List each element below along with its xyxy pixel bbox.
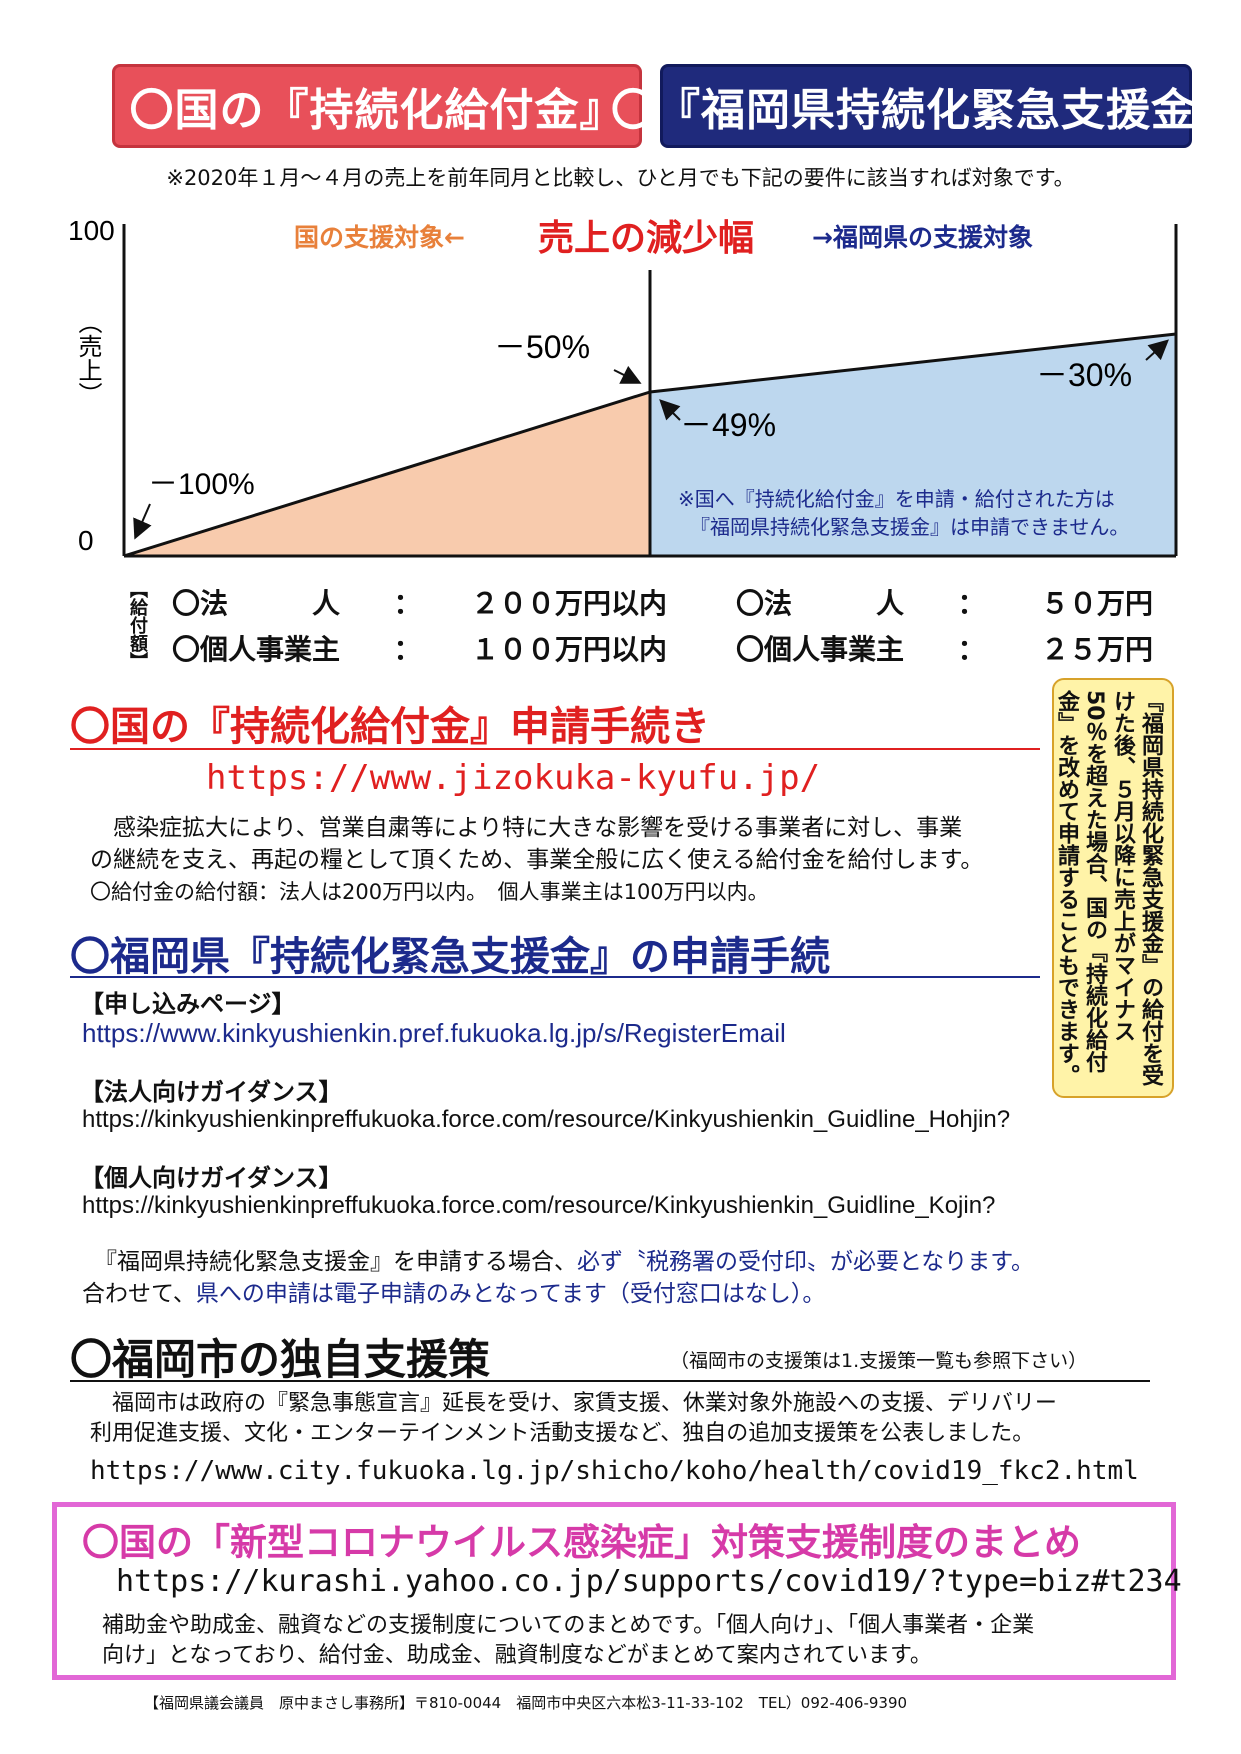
fukuoka-pref-section-rule	[70, 976, 1040, 978]
summary-desc-1: 補助金や助成金、融資などの支援制度についてのまとめです。「個人向け」、「個人事業…	[102, 1613, 1035, 1638]
fukuoka-city-section-title: 〇福岡市の独自支援策	[70, 1335, 491, 1384]
pref-note-2a: 合わせて、	[82, 1281, 196, 1307]
national-section-rule	[70, 748, 1040, 750]
summary-url-link[interactable]: https://kurashi.yahoo.co.jp/supports/cov…	[116, 1564, 1182, 1599]
arrow-minus-50	[613, 365, 642, 384]
corp-guidance-heading: 【法人向けガイダンス】	[80, 1078, 343, 1106]
grant-left-indiv-colon: ：	[393, 633, 422, 666]
national-desc-3: 〇給付金の給付額：法人は200万円以内。 個人事業主は100万円以内。	[90, 880, 769, 904]
city-desc-1: 福岡市は政府の『緊急事態宣言』延長を受け、家賃支援、休業対象外施設への支援、デリ…	[90, 1391, 1057, 1416]
arrow-minus-30	[1145, 339, 1169, 361]
grant-left-corp-label: 〇法 人	[172, 587, 341, 620]
summary-title: 〇国の「新型コロナウイルス感染症」対策支援制度のまとめ	[82, 1521, 1081, 1564]
grant-left-indiv-amount: １００万円以内	[471, 633, 668, 666]
city-desc-2: 利用促進支援、文化・エンターテインメント活動支援など、独自の追加支援策を公表しま…	[90, 1421, 1035, 1446]
national-url-link[interactable]: https://www.jizokuka-kyufu.jp/	[206, 758, 821, 798]
grant-right-corp-amount: ５０万円	[1041, 587, 1154, 620]
national-section-title: 〇国の『持続化給付金』申請手続き	[70, 704, 710, 750]
label-minus-49: －49%	[680, 407, 776, 443]
eligibility-note: ※2020年１月～４月の売上を前年同月と比較し、ひと月でも下記の要件に該当すれば…	[166, 166, 1075, 190]
grant-left-corp-amount: ２００万円以内	[471, 587, 668, 620]
national-line	[123, 390, 651, 558]
grant-left-corp: 〇法 人 ： ２００万円以内	[172, 582, 667, 622]
apply-page-link[interactable]: https://www.kinkyushienkin.pref.fukuoka.…	[82, 1018, 786, 1048]
corp-guidance-link[interactable]: https://kinkyushienkinpreffukuoka.force.…	[82, 1106, 1011, 1133]
pref-note-1a: 『福岡県持続化緊急支援金』を申請する場合、	[94, 1249, 577, 1275]
y-tick-100: 100	[68, 215, 115, 246]
pref-note-2b: 県への申請は電子申請のみとなってます（受付窓口はなし）。	[195, 1281, 826, 1307]
pref-note-1b: 必ず〝税務署の受付印〟が必要となります。	[577, 1249, 1035, 1275]
national-desc-2: の継続を支え、再起の糧として頂くため、事業全般に広く使える給付金を給付します。	[90, 847, 984, 873]
national-grant-title-box: 〇国の『持続化給付金』	[112, 64, 642, 148]
city-url-link[interactable]: https://www.city.fukuoka.lg.jp/shicho/ko…	[90, 1456, 1139, 1486]
footer-contact: 【福岡県議会議員 原中まさし事務所】〒810-0044 福岡市中央区六本松3-1…	[144, 1694, 908, 1712]
arrow-minus-100	[133, 503, 152, 540]
left-support-label: 国の支援対象←	[294, 223, 465, 252]
fukuoka-support-area	[650, 334, 1176, 556]
right-support-label: →福岡県の支援対象	[812, 223, 1033, 252]
grant-left-indiv: 〇個人事業主 ： １００万円以内	[172, 628, 667, 668]
grant-right-indiv-label: 〇個人事業主	[736, 633, 905, 666]
grant-left-corp-colon: ：	[393, 587, 422, 620]
y-tick-0: 0	[78, 525, 94, 556]
chart-inner-note-2: 『福岡県持続化緊急支援金』は申請できません。	[690, 515, 1129, 539]
label-minus-30: －30%	[1036, 357, 1132, 393]
y-axis-label-text: （売上）	[74, 310, 102, 406]
grant-right-indiv: 〇個人事業主 ： ２５万円	[736, 628, 1153, 668]
indiv-guidance-heading: 【個人向けガイダンス】	[80, 1164, 343, 1192]
grant-amount-side-label: 【給付額】	[127, 580, 148, 670]
reapply-side-note-text: 『福岡県持続化緊急支援金』の給付を受けた後、５月以降に売上がマイナス50％を超え…	[1054, 690, 1163, 1086]
grant-right-indiv-amount: ２５万円	[1041, 633, 1154, 666]
indiv-guidance-link[interactable]: https://kinkyushienkinpreffukuoka.force.…	[82, 1192, 996, 1219]
fukuoka-city-section-rule	[70, 1380, 1150, 1382]
summary-box	[52, 1502, 1176, 1680]
national-desc-1: 感染症拡大により、営業自粛等により特に大きな影響を受ける事業者に対し、事業	[90, 815, 963, 841]
pref-note-line-1: 『福岡県持続化緊急支援金』を申請する場合、必ず〝税務署の受付印〟が必要となります…	[94, 1246, 1034, 1278]
fukuoka-line	[649, 332, 1177, 394]
chart-inner-note-1: ※国へ『持続化給付金』を申請・給付された方は	[678, 487, 1115, 511]
fukuoka-pref-section-title: 〇福岡県『持続化緊急支援金』の申請手続	[70, 934, 830, 980]
chart-title: 売上の減少幅	[538, 218, 754, 259]
arrow-minus-49	[659, 399, 681, 421]
y-axis-label: （売上）	[74, 310, 102, 406]
grant-right-corp-colon: ：	[957, 587, 986, 620]
fukuoka-grant-title: 〇『福岡県持続化緊急支援金』	[611, 85, 1241, 136]
summary-desc-2: 向け」となっており、給付金、助成金、融資制度などがまとめて案内されています。	[102, 1643, 932, 1668]
grant-right-corp: 〇法 人 ： ５０万円	[736, 582, 1153, 622]
label-minus-50: －50%	[494, 329, 590, 365]
grant-left-indiv-label: 〇個人事業主	[172, 633, 341, 666]
apply-page-heading: 【申し込みページ】	[80, 990, 296, 1018]
grant-right-corp-label: 〇法 人	[736, 587, 905, 620]
reapply-side-note: 『福岡県持続化緊急支援金』の給付を受けた後、５月以降に売上がマイナス50％を超え…	[1052, 678, 1174, 1098]
grant-right-indiv-colon: ：	[957, 633, 986, 666]
label-minus-100: －100%	[148, 468, 255, 501]
pref-note-line-2: 合わせて、県への申請は電子申請のみとなってます（受付窓口はなし）。	[82, 1278, 825, 1310]
fukuoka-grant-title-box: 〇『福岡県持続化緊急支援金』	[611, 64, 1240, 148]
fukuoka-city-aside: （福岡市の支援策は1.支援策一覧も参照下さい）	[670, 1350, 1088, 1372]
sales-decline-chart: 100 0 （売上） 国の支援対象← 売上の減少幅 →福岡県の支援対象 －100…	[68, 215, 1178, 558]
national-grant-title: 〇国の『持続化給付金』	[129, 85, 625, 136]
